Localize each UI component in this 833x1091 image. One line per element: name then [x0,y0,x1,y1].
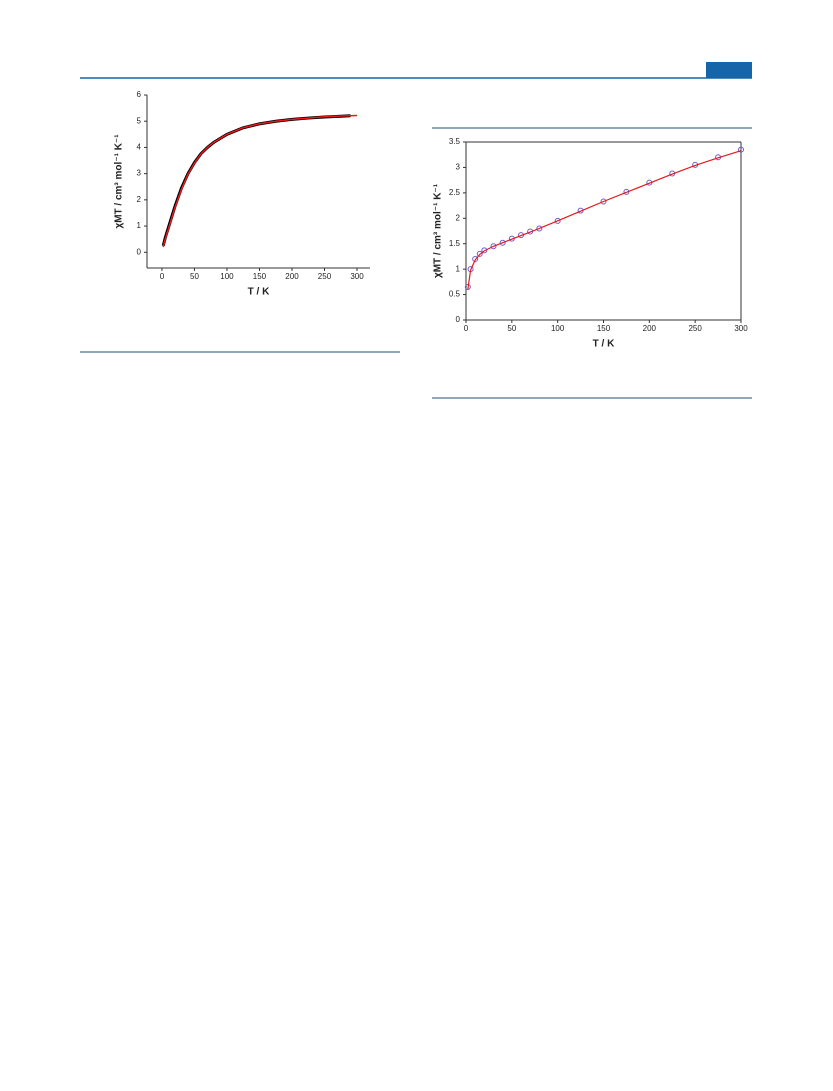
y-axis-label: χMT / cm³ mol⁻¹ K⁻¹ [114,134,125,229]
x-tick-label: 200 [643,324,657,333]
header-tab [706,62,752,78]
y-tick-label: 4 [137,143,142,152]
y-tick-label: 1 [456,264,461,273]
data-point [490,243,497,250]
data-point [738,146,744,153]
x-axis-label: T / K [248,287,270,298]
x-tick-label: 150 [253,272,267,281]
data-point [499,239,506,246]
x-tick-label: 0 [464,324,469,333]
y-tick-label: 0.5 [449,290,461,299]
x-tick-label: 250 [318,272,332,281]
data-line [467,150,742,290]
x-tick-label: 250 [688,324,702,333]
x-tick-label: 200 [285,272,299,281]
data-point [481,247,488,254]
y-tick-label: 2 [137,195,142,204]
data-point [476,250,483,257]
x-tick-label: 150 [597,324,611,333]
y-tick-label: 2.5 [449,188,461,197]
y-tick-label: 6 [137,90,142,99]
x-tick-label: 50 [507,324,516,333]
data-point [536,225,543,232]
y-tick-label: 3 [456,163,461,172]
x-tick-label: 0 [160,272,165,281]
y-tick-label: 1.5 [449,239,461,248]
x-tick-label: 100 [220,272,234,281]
x-tick-label: 300 [734,324,748,333]
x-tick-label: 100 [551,324,565,333]
x-tick-label: 50 [190,272,199,281]
y-tick-label: 1 [137,221,142,230]
x-axis-label: T / K [593,339,615,350]
y-tick-label: 5 [137,116,142,125]
data-point [600,198,607,205]
data-line [161,114,351,247]
y-tick-label: 3 [137,169,142,178]
y-tick-label: 2 [456,213,461,222]
data-point [472,255,479,262]
y-tick-label: 0 [456,315,461,324]
x-tick-label: 300 [350,272,364,281]
data-point [554,217,561,224]
y-tick-label: 0 [137,247,142,256]
data-line [162,114,358,248]
y-axis-label: χMT / cm³ mol⁻¹ K⁻¹ [433,183,444,278]
y-tick-label: 3.5 [449,137,461,146]
